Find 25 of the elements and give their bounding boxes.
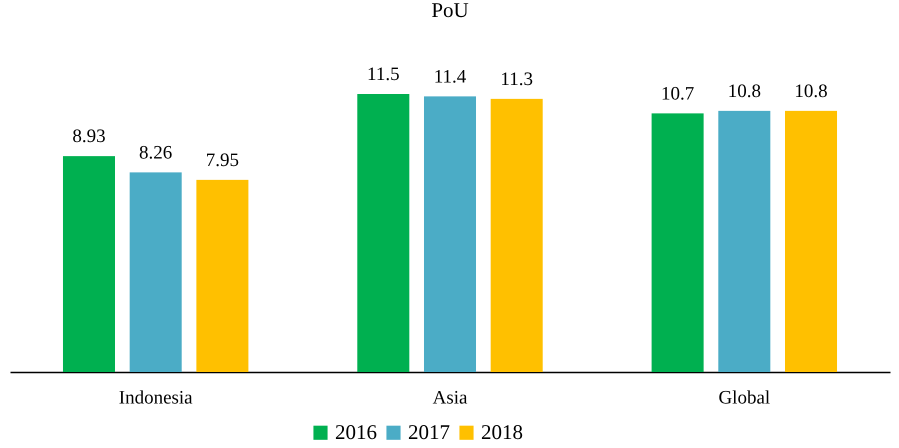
x-tick-label: Indonesia bbox=[118, 388, 194, 408]
bar bbox=[652, 113, 704, 372]
bar bbox=[196, 180, 248, 372]
data-label: 11.5 bbox=[367, 64, 400, 85]
bar bbox=[785, 110, 838, 372]
x-tick-label: Global bbox=[718, 388, 770, 408]
data-label: 10.7 bbox=[660, 83, 694, 104]
chart-title: PoU bbox=[431, 0, 469, 22]
data-label: 10.8 bbox=[728, 80, 761, 102]
bar bbox=[424, 96, 476, 372]
data-label: 8.93 bbox=[72, 126, 106, 148]
bar bbox=[490, 98, 543, 372]
bar bbox=[62, 156, 115, 372]
bar bbox=[357, 94, 410, 372]
data-label: 11.4 bbox=[434, 66, 467, 88]
legend-label: 2016 bbox=[335, 420, 377, 444]
bar bbox=[718, 110, 770, 372]
data-label: 7.95 bbox=[206, 150, 240, 171]
legend-label: 2018 bbox=[481, 420, 523, 444]
data-label: 11.3 bbox=[500, 68, 533, 90]
x-tick-label: Asia bbox=[432, 388, 468, 408]
data-label: 10.8 bbox=[794, 80, 828, 102]
data-label: 8.26 bbox=[139, 142, 172, 164]
legend-label: 2017 bbox=[408, 420, 450, 444]
bar bbox=[130, 172, 182, 372]
